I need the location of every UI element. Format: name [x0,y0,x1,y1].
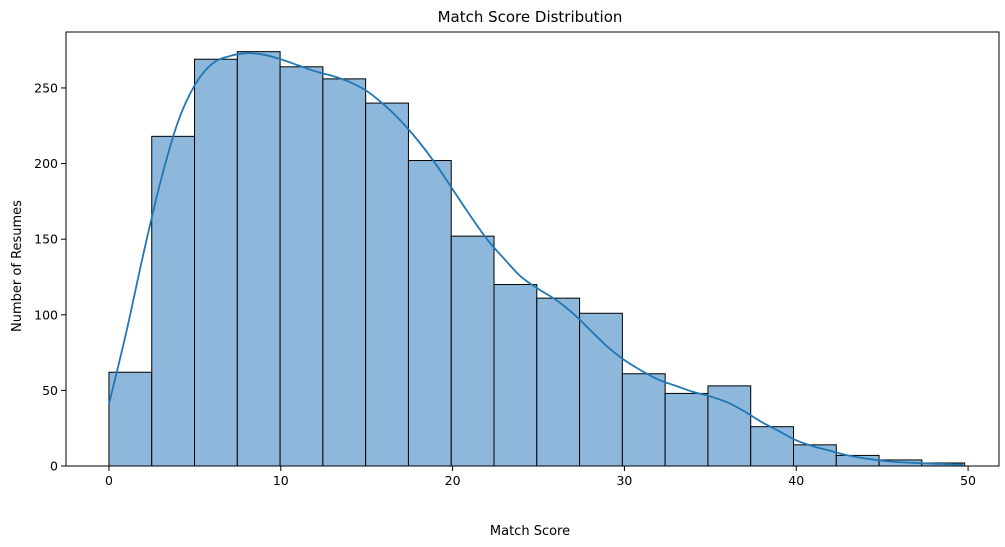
x-tick-label: 20 [445,473,461,488]
y-tick-label: 50 [42,383,58,398]
histogram-bar [621,373,666,467]
histogram-bar [365,102,409,467]
histogram-bar [279,66,324,467]
y-tick-label: 200 [34,156,58,171]
histogram-bar [750,426,794,467]
x-tick-label: 10 [273,473,289,488]
histogram-bar [664,392,709,467]
y-tick-label: 100 [34,307,58,322]
kde-curve [108,52,963,466]
histogram-bar [407,160,452,467]
x-tick-label: 50 [960,473,976,488]
histogram-bar [194,58,238,467]
x-axis-ticks: 0 10 20 30 40 50 [105,466,976,488]
chart-title: Match Score Distribution [438,8,623,26]
x-tick-label: 40 [788,473,804,488]
y-axis-label: Number of Resumes [10,200,25,332]
y-axis-ticks: 0 50 100 150 200 250 [34,80,66,474]
histogram-bar [493,284,538,467]
histogram-bar [707,385,752,467]
bars-group [108,51,966,467]
x-axis-label: Match Score [490,524,570,539]
histogram-bar [236,51,281,467]
histogram-bar [450,235,495,467]
histogram-bar [536,297,581,467]
y-tick-label: 250 [34,80,58,95]
histogram-bar [579,312,623,467]
histogram-bar [322,78,367,467]
plot-frame [65,31,1000,467]
y-tick-label: 0 [50,459,58,474]
histogram-bar [792,444,837,467]
histogram-bar [108,371,153,467]
x-tick-label: 30 [616,473,632,488]
y-tick-label: 150 [34,232,58,247]
histogram-bar [151,135,196,467]
x-tick-label: 0 [105,473,113,488]
